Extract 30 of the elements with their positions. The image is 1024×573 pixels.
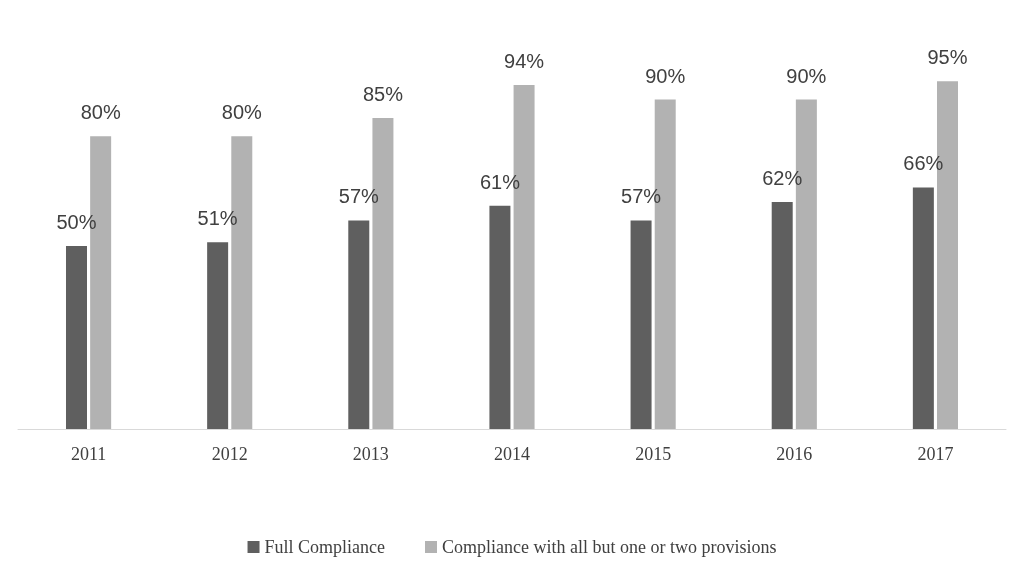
x-tick-label: 2015 xyxy=(635,444,672,464)
bar xyxy=(630,220,652,429)
data-label: 80% xyxy=(80,101,121,124)
bar xyxy=(207,242,229,429)
data-label: 66% xyxy=(903,152,944,175)
x-tick-label: 2017 xyxy=(917,444,954,464)
data-label: 51% xyxy=(197,207,238,230)
bar xyxy=(66,246,87,429)
data-label: 50% xyxy=(56,211,97,233)
data-label: 61% xyxy=(479,170,521,193)
x-tick-label: 2011 xyxy=(70,444,107,464)
data-label: 80% xyxy=(221,101,263,124)
x-tick-label: 2016 xyxy=(776,444,813,464)
bar xyxy=(489,205,511,429)
bar xyxy=(348,220,370,429)
data-label: 95% xyxy=(927,46,968,69)
data-label: 62% xyxy=(762,167,803,190)
bar xyxy=(912,187,934,429)
legend-label: Full Compliance xyxy=(264,537,386,557)
data-label: 85% xyxy=(362,82,404,105)
data-label: 90% xyxy=(645,64,686,87)
data-label: 57% xyxy=(621,185,662,208)
x-tick-label: 2014 xyxy=(494,444,530,464)
data-label: 94% xyxy=(504,49,545,72)
x-tick-label: 2012 xyxy=(211,444,248,464)
legend-label: Compliance with all but one or two provisions xyxy=(442,537,777,557)
bar xyxy=(771,202,793,429)
x-tick-label: 2013 xyxy=(352,444,389,464)
data-label: 90% xyxy=(786,64,827,87)
data-label: 57% xyxy=(338,185,380,208)
